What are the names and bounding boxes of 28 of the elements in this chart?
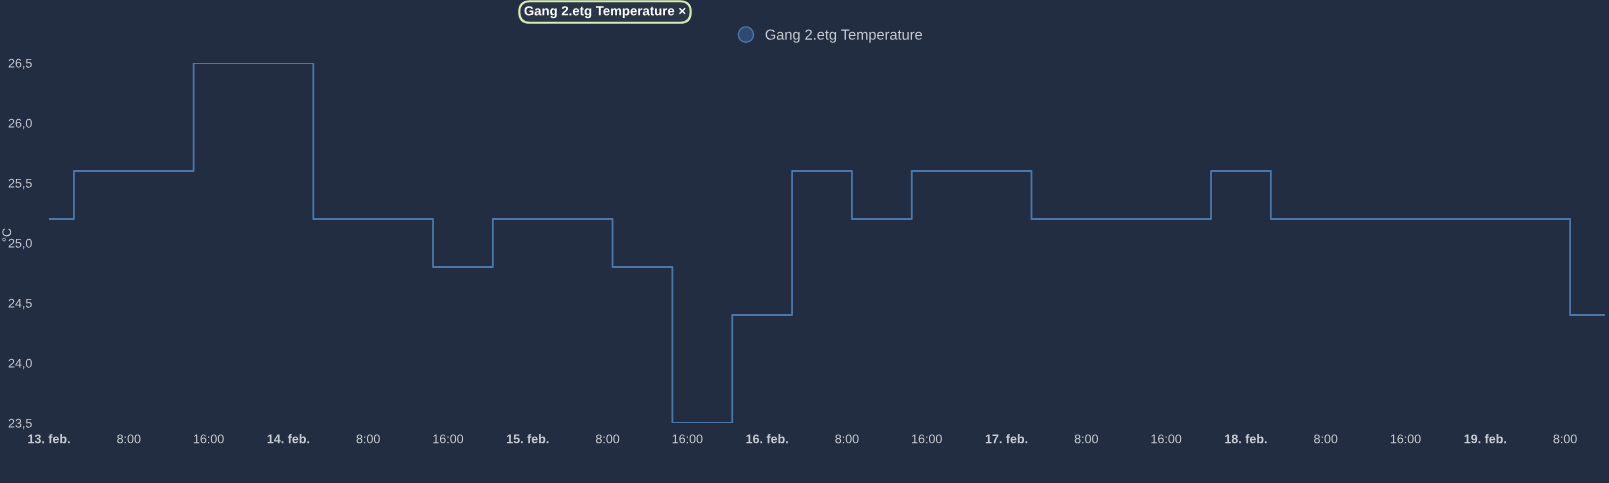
x-tick-label: 8:00 xyxy=(1074,434,1099,444)
x-tick-label: 16:00 xyxy=(1151,434,1182,444)
x-tick-label: 16:00 xyxy=(193,434,224,444)
y-tick-label: 24,0 xyxy=(8,358,32,370)
x-tick-label: 14. feb. xyxy=(267,434,310,444)
x-tick-label: 13. feb. xyxy=(28,434,70,444)
x-tick-label: 15. feb. xyxy=(507,434,549,444)
text: Gang 2.etg Temperature × xyxy=(524,6,686,19)
x-tick-label: 16:00 xyxy=(912,434,942,444)
x-tick-label: 8:00 xyxy=(117,434,141,444)
y-tick-label: 24,5 xyxy=(8,298,32,310)
x-tick-label: 8:00 xyxy=(356,434,380,444)
x-tick-label: 8:00 xyxy=(1553,434,1577,444)
x-tick-label: 17. feb. xyxy=(985,434,1028,444)
x-tick-label: 16:00 xyxy=(433,434,464,444)
y-tick-label: 25,5 xyxy=(8,178,32,190)
x-tick-label: 18. feb. xyxy=(1225,434,1267,444)
y-tick-label: 23,5 xyxy=(8,418,32,430)
legend-label: Gang 2.etg Temperature xyxy=(765,29,923,43)
x-tick-label: 8:00 xyxy=(835,434,859,444)
y-tick-label: 26,0 xyxy=(8,118,32,130)
x-tick-label: 16:00 xyxy=(1390,434,1421,444)
x-tick-label: 16:00 xyxy=(672,434,703,444)
x-tick-label: 8:00 xyxy=(595,434,620,444)
x-tick-label: 19. feb. xyxy=(1464,434,1506,444)
y-tick-label: 26,5 xyxy=(8,58,32,70)
x-tick-label: 8:00 xyxy=(1314,434,1338,444)
x-tick-label: 16. feb. xyxy=(746,434,788,444)
